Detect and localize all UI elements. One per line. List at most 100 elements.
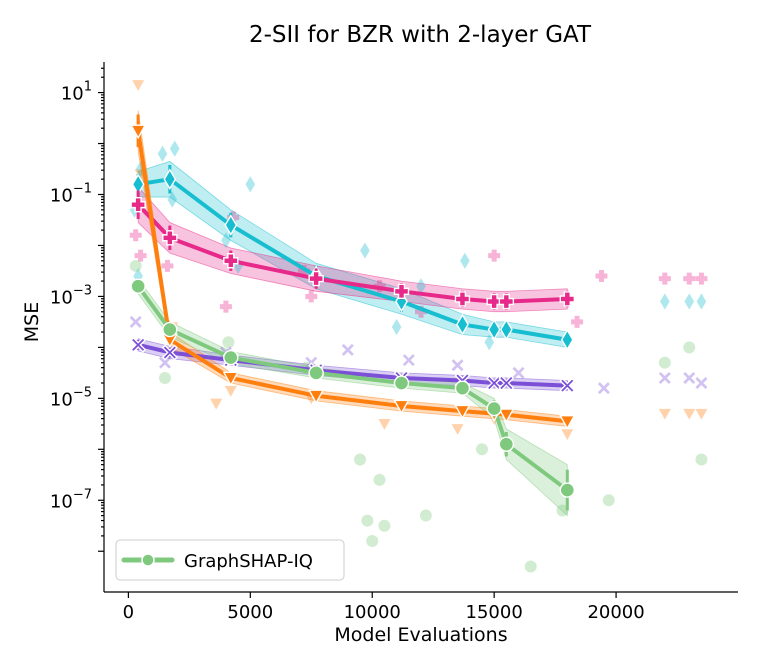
marker-magenta-plus bbox=[162, 230, 178, 246]
scatter-point-orange-triangle bbox=[378, 419, 391, 430]
scatter-point-orange-triangle bbox=[561, 429, 574, 441]
scatter-point-purple-x bbox=[658, 371, 671, 384]
marker-magenta-plus bbox=[130, 196, 146, 213]
scatter-point-magenta-plus bbox=[227, 211, 240, 224]
scatter-point-magenta-plus bbox=[161, 259, 174, 272]
marker-cyan-diamond bbox=[163, 168, 177, 191]
marker-orange-triangle bbox=[307, 389, 325, 405]
series-markers bbox=[129, 114, 576, 511]
scatter-point-orange-triangle bbox=[695, 408, 708, 420]
marker-purple-x bbox=[559, 377, 576, 394]
scatter-point-graphshap-iq bbox=[475, 443, 488, 456]
marker-magenta-plus bbox=[308, 270, 324, 287]
y-tick-label: 10−3 bbox=[50, 283, 92, 308]
scatter-point-graphshap-iq bbox=[361, 514, 374, 527]
scatter-point-purple-x bbox=[512, 366, 525, 379]
scatter-point-magenta-plus bbox=[695, 272, 708, 285]
marker-graphshap-iq bbox=[498, 436, 515, 452]
scatter-point-graphshap-iq bbox=[695, 453, 708, 466]
scatter-point-magenta-plus bbox=[219, 300, 232, 313]
scatter-point-orange-triangle bbox=[658, 408, 671, 420]
x-tick-label: 15000 bbox=[466, 602, 523, 623]
marker-magenta-plus bbox=[454, 291, 471, 307]
scatter-point-purple-x bbox=[597, 382, 610, 395]
marker-orange-triangle bbox=[222, 371, 239, 387]
scatter-point-magenta-plus bbox=[595, 270, 608, 283]
marker-graphshap-iq bbox=[454, 380, 471, 396]
marker-cyan-diamond bbox=[224, 214, 238, 236]
scatter-point-graphshap-iq bbox=[683, 341, 696, 354]
scatter-point-graphshap-iq bbox=[419, 509, 432, 522]
scatter-point-purple-x bbox=[341, 343, 354, 356]
scatter-point-graphshap-iq bbox=[378, 519, 391, 532]
marker-magenta-plus bbox=[559, 291, 576, 307]
scatter-point-orange-triangle bbox=[224, 385, 237, 397]
scatter-point-graphshap-iq bbox=[129, 259, 142, 272]
x-axis-ticks: 0 5000 10000 15000 20000 bbox=[123, 592, 645, 623]
scatter-point-graphshap-iq bbox=[222, 336, 235, 349]
marker-purple-x bbox=[161, 344, 178, 361]
scatter-point-magenta-plus bbox=[134, 249, 147, 262]
scatter-point-cyan-diamond bbox=[696, 293, 707, 310]
scatter-point-purple-x bbox=[129, 315, 142, 328]
scatter-point-cyan-diamond bbox=[245, 176, 256, 193]
scatter-point-graphshap-iq bbox=[366, 535, 379, 548]
scatter-point-cyan-diamond bbox=[221, 232, 231, 249]
scatter-point-cyan-diamond bbox=[660, 293, 670, 310]
scatter-point-orange-triangle bbox=[132, 80, 145, 91]
x-tick-label: 20000 bbox=[587, 602, 644, 623]
scatter-point-purple-x bbox=[158, 356, 171, 369]
scatter-point-cyan-diamond bbox=[169, 140, 180, 157]
marker-graphshap-iq bbox=[559, 482, 576, 498]
scatter-point-graphshap-iq bbox=[158, 371, 171, 384]
marker-graphshap-iq bbox=[130, 278, 146, 294]
marker-magenta-plus bbox=[393, 283, 410, 300]
y-tick-label: 10−1 bbox=[50, 182, 92, 207]
confidence-bands bbox=[137, 110, 568, 517]
scatter-point-orange-triangle bbox=[451, 424, 464, 435]
x-tick-label: 10000 bbox=[344, 602, 401, 623]
scatter-point-cyan-diamond bbox=[157, 145, 168, 162]
marker-graphshap-iq bbox=[486, 400, 502, 417]
scatter-point-cyan-diamond bbox=[684, 293, 695, 310]
y-tick-label: 10−5 bbox=[50, 385, 92, 410]
marker-orange-triangle bbox=[393, 399, 410, 415]
scatter-point-graphshap-iq bbox=[658, 356, 671, 369]
marker-graphshap-iq bbox=[393, 375, 410, 391]
y-tick-label: 10−7 bbox=[50, 487, 92, 512]
marker-cyan-diamond bbox=[560, 328, 574, 351]
marker-cyan-diamond bbox=[499, 318, 513, 341]
marker-graphshap-iq bbox=[223, 349, 239, 366]
x-axis-label: Model Evaluations bbox=[334, 624, 507, 646]
scatter-point-cyan-diamond bbox=[460, 252, 470, 269]
scatter-point-orange-triangle bbox=[683, 408, 696, 420]
scatter-point-magenta-plus bbox=[658, 272, 671, 285]
scatter-point-cyan-diamond bbox=[484, 334, 495, 351]
chart-title: 2-SII for BZR with 2-layer GAT bbox=[249, 22, 592, 48]
scatter-point-graphshap-iq bbox=[556, 504, 569, 517]
marker-orange-triangle bbox=[559, 414, 576, 430]
legend-box bbox=[115, 539, 345, 581]
marker-graphshap-iq bbox=[162, 321, 178, 338]
marker-cyan-diamond bbox=[456, 313, 469, 336]
scatter-point-purple-x bbox=[695, 377, 708, 390]
scatter-point-cyan-diamond bbox=[233, 257, 243, 274]
scatter-point-magenta-plus bbox=[571, 315, 584, 328]
marker-graphshap-iq bbox=[308, 365, 324, 381]
marker-orange-triangle bbox=[129, 124, 147, 140]
marker-purple-x bbox=[130, 336, 147, 353]
scatter-point-graphshap-iq bbox=[373, 473, 386, 486]
marker-magenta-plus bbox=[498, 293, 515, 310]
scatter-point-magenta-plus bbox=[415, 305, 427, 318]
scatter-point-cyan-diamond bbox=[167, 191, 178, 208]
scatter-point-cyan-diamond bbox=[391, 318, 402, 336]
scatter-point-magenta-plus bbox=[683, 272, 696, 285]
scatter-point-cyan-diamond bbox=[416, 278, 426, 295]
scatter-point-graphshap-iq bbox=[354, 453, 367, 466]
scatter-point-cyan-diamond bbox=[135, 160, 146, 178]
marker-cyan-diamond bbox=[487, 318, 501, 341]
scatter-point-graphshap-iq bbox=[524, 560, 537, 573]
legend-marker bbox=[141, 553, 155, 567]
scatter-point-purple-x bbox=[451, 359, 464, 372]
